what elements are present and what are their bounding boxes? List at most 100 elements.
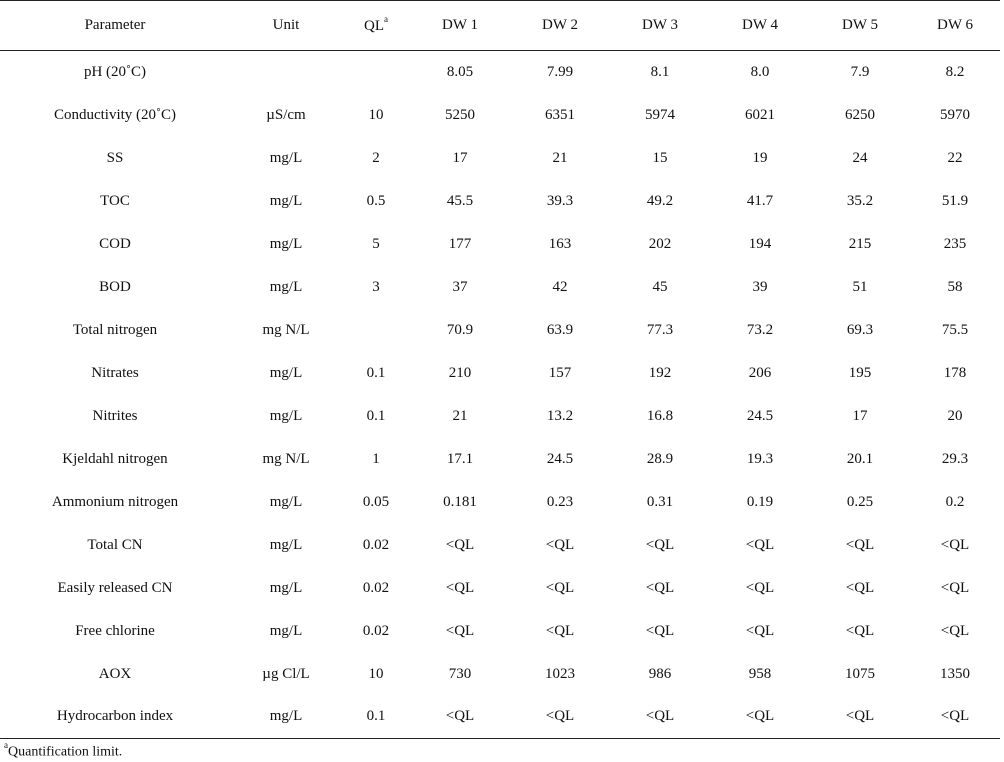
cell-dw6: <QL <box>940 536 970 553</box>
cell-parameter: TOC <box>100 192 130 209</box>
cell-dw1: 17 <box>452 149 468 166</box>
cell-parameter: Kjeldahl nitrogen <box>62 450 168 467</box>
cell-dw2: 39.3 <box>546 192 574 209</box>
cell-parameter: pH (20˚C) <box>83 63 147 80</box>
cell-ql: 0.1 <box>366 407 386 424</box>
cell-dw3: 28.9 <box>646 450 674 467</box>
cell-unit: mg/L <box>269 579 303 596</box>
cell-dw4: <QL <box>745 622 775 639</box>
cell-dw2: 13.2 <box>546 407 574 424</box>
cell-unit: mg/L <box>269 622 303 639</box>
cell-dw5: 7.9 <box>850 63 870 80</box>
cell-dw4: 206 <box>748 364 772 381</box>
cell-dw6: <QL <box>910 695 1000 739</box>
cell-dw3: 0.31 <box>646 493 674 510</box>
data-table-container: Parameter Unit QLa DW 1 DW 2 DW 3 DW 4 D… <box>0 0 1000 739</box>
cell-dw3: <QL <box>645 622 675 639</box>
cell-dw3: 49.2 <box>646 192 674 209</box>
cell-dw6: 1350 <box>940 665 970 682</box>
cell-unit: mg/L <box>269 407 303 424</box>
cell-dw2: 21 <box>552 149 568 166</box>
cell-dw2: 1023 <box>545 665 575 682</box>
cell-parameter: Conductivity (20˚C) <box>53 106 177 123</box>
cell-dw4: 0.19 <box>746 493 774 510</box>
cell-dw3: <QL <box>645 536 675 553</box>
table-row: Conductivity (20˚C) µS/cm 10 5250 6351 5974 60… <box>0 94 1000 137</box>
cell-dw2: 6351 <box>545 106 575 123</box>
cell-unit: µS/cm <box>266 106 306 123</box>
cell-unit: mg N/L <box>262 321 310 338</box>
table-row: Easily released CN mg/L 0.02 <QL <QL <QL <QL <Q… <box>0 567 1000 610</box>
cell-dw5: 35.2 <box>846 192 874 209</box>
cell-dw3: 45 <box>652 278 668 295</box>
table-row: AOX µg Cl/L 10 730 1023 986 958 1075 1350 <box>0 653 1000 696</box>
cell-dw3: 202 <box>648 235 672 252</box>
cell-dw1: <QL <box>445 579 475 596</box>
cell-dw3: 8.1 <box>650 63 670 80</box>
cell-dw5: 20.1 <box>846 450 874 467</box>
table-row: Total CN mg/L 0.02 <QL <QL <QL <QL <QL <QL <box>0 524 1000 567</box>
cell-parameter: Easily released CN <box>57 579 173 596</box>
cell-dw4: 19 <box>752 149 768 166</box>
table-row: pH (20˚C) 8.05 7.99 8.1 8.0 7.9 8.2 <box>0 51 1000 94</box>
cell-dw1: 210 <box>448 364 472 381</box>
cell-dw4: 19.3 <box>746 450 774 467</box>
cell-dw4: 8.0 <box>750 63 770 80</box>
table-row: Nitrites mg/L 0.1 21 13.2 16.8 24.5 17 20 <box>0 395 1000 438</box>
cell-dw1: <QL <box>410 695 510 739</box>
cell-parameter: Nitrites <box>92 407 138 424</box>
table-row: Total nitrogen mg N/L 70.9 63.9 77.3 73.2 69.3… <box>0 309 1000 352</box>
cell-dw5: 51 <box>852 278 868 295</box>
cell-dw6: 75.5 <box>941 321 969 338</box>
cell-unit: mg/L <box>269 192 303 209</box>
cell-dw6: 178 <box>943 364 967 381</box>
cell-dw4: 24.5 <box>746 407 774 424</box>
cell-unit: mg/L <box>269 278 303 295</box>
cell-parameter: Hydrocarbon index <box>0 695 230 739</box>
cell-ql: 0.5 <box>366 192 386 209</box>
header-ql: QLa <box>342 0 410 51</box>
cell-dw6: 22 <box>947 149 963 166</box>
cell-parameter: Free chlorine <box>75 622 155 639</box>
cell-dw3: 77.3 <box>646 321 674 338</box>
cell-unit: mg/L <box>269 493 303 510</box>
cell-parameter: Ammonium nitrogen <box>51 493 179 510</box>
cell-dw4: <QL <box>745 579 775 596</box>
cell-ql: 2 <box>372 149 380 166</box>
cell-parameter: Total CN <box>87 536 143 553</box>
cell-dw2: 7.99 <box>546 63 574 80</box>
table-row: Nitrates mg/L 0.1 210 157 192 206 195 178 <box>0 352 1000 395</box>
cell-dw2: 42 <box>552 278 568 295</box>
cell-ql: 0.02 <box>362 536 390 553</box>
cell-dw1: 0.181 <box>443 493 477 510</box>
cell-dw4: 39 <box>752 278 768 295</box>
cell-dw5: 1075 <box>845 665 875 682</box>
cell-unit: µg Cl/L <box>262 665 310 682</box>
table-row: Free chlorine mg/L 0.02 <QL <QL <QL <QL <QL <QL <box>0 610 1000 653</box>
cell-dw3: <QL <box>645 579 675 596</box>
table-row: Hydrocarbon index mg/L 0.1 <QL <QL <QL <QL <QL <… <box>0 695 1000 739</box>
cell-dw1: 5250 <box>445 106 475 123</box>
cell-dw1: 37 <box>452 278 468 295</box>
cell-dw4: 194 <box>748 235 772 252</box>
cell-dw2: 157 <box>548 364 572 381</box>
cell-dw3: 15 <box>652 149 668 166</box>
cell-dw6: 8.2 <box>945 63 965 80</box>
cell-dw1: 177 <box>448 235 472 252</box>
cell-dw6: 58 <box>947 278 963 295</box>
cell-dw4: <QL <box>745 536 775 553</box>
cell-dw4: 73.2 <box>746 321 774 338</box>
cell-dw4: 41.7 <box>746 192 774 209</box>
cell-dw1: 70.9 <box>446 321 474 338</box>
header-ql-footnote-marker: a <box>384 14 388 24</box>
cell-ql: 3 <box>372 278 380 295</box>
header-dw1: DW 1 <box>410 0 510 51</box>
cell-unit <box>230 51 342 94</box>
cell-dw5: 0.25 <box>846 493 874 510</box>
cell-ql <box>342 309 410 352</box>
cell-ql: 0.05 <box>362 493 390 510</box>
cell-dw6: 51.9 <box>941 192 969 209</box>
cell-unit: mg/L <box>269 536 303 553</box>
table-header-row: Parameter Unit QLa DW 1 DW 2 DW 3 DW 4 D… <box>0 0 1000 51</box>
cell-dw2: <QL <box>510 695 610 739</box>
